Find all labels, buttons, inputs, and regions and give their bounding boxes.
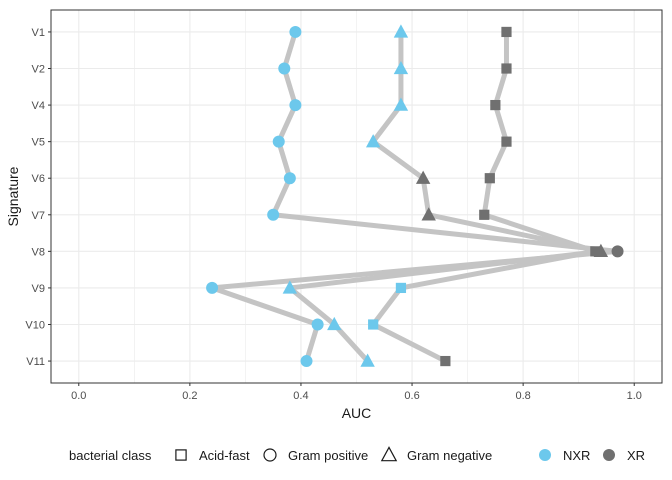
data-point (360, 353, 375, 367)
legend-key-color (603, 449, 615, 461)
legend-key-triangle (380, 446, 398, 462)
data-point (368, 319, 379, 330)
y-tick-label: V6 (32, 173, 45, 185)
data-point (206, 281, 219, 294)
data-point (393, 60, 409, 75)
legend-label: Gram positive (288, 448, 368, 463)
y-tick-label: V9 (32, 283, 45, 295)
data-points (206, 24, 624, 368)
legend-key-color (539, 449, 551, 461)
data-point (421, 207, 436, 221)
data-point (415, 170, 431, 184)
data-point (484, 173, 495, 184)
series-line (287, 29, 604, 364)
data-point (490, 99, 501, 111)
y-tick-label: V7 (32, 210, 45, 222)
data-point (393, 24, 409, 38)
series-lines (209, 29, 621, 364)
data-point (440, 355, 451, 367)
legend-label: NXR (563, 448, 590, 463)
y-tick-label: V2 (32, 64, 45, 76)
data-point (393, 97, 409, 111)
legend-label: Acid-fast (199, 448, 250, 463)
panel-border (50, 9, 663, 384)
y-tick-label: V10 (25, 319, 45, 331)
legend-key-square (175, 449, 187, 461)
y-axis-ticks: V1 V2 V4 V5 V6 V7 V8 V9 V10 V11 (25, 27, 51, 368)
data-point (278, 62, 291, 75)
x-tick-label: 0.4 (293, 390, 308, 402)
data-point (289, 25, 302, 38)
series-line (370, 29, 598, 364)
y-tick-label: V5 (32, 137, 45, 149)
legend-key-circle (263, 448, 277, 462)
x-tick-label: 0.2 (182, 390, 197, 402)
data-point (267, 208, 280, 221)
data-point (283, 172, 296, 185)
data-point (611, 245, 624, 258)
data-point (272, 135, 285, 148)
x-axis-title: AUC (342, 405, 372, 421)
y-tick-label: V1 (32, 27, 45, 39)
grid-lines (51, 10, 662, 383)
data-point (395, 282, 407, 294)
y-tick-label: V11 (26, 356, 45, 368)
data-point (501, 26, 512, 38)
y-tick-label: V8 (32, 246, 45, 258)
x-tick-label: 0.8 (515, 390, 530, 402)
data-point (289, 99, 302, 112)
x-axis-ticks: 0.0 0.2 0.4 0.6 0.8 1.0 (71, 383, 642, 402)
y-tick-label: V4 (32, 100, 45, 112)
legend-title: bacterial class (69, 448, 152, 463)
y-axis-title: Signature (5, 166, 21, 226)
data-point (479, 209, 490, 220)
data-point (300, 355, 313, 368)
data-point (311, 318, 324, 331)
data-point (590, 246, 601, 257)
x-tick-label: 0.0 (71, 390, 86, 402)
series-line (209, 29, 621, 364)
x-tick-label: 1.0 (627, 390, 642, 402)
data-point (501, 63, 512, 74)
data-point (327, 316, 342, 331)
legend-label: Gram negative (407, 448, 492, 463)
legend: bacterial class Acid-fast Gram positive Gr… (69, 446, 645, 463)
data-point (282, 280, 298, 294)
x-tick-label: 0.6 (404, 390, 419, 402)
legend-label: XR (627, 448, 645, 463)
data-point (365, 134, 381, 148)
data-point (501, 136, 512, 147)
